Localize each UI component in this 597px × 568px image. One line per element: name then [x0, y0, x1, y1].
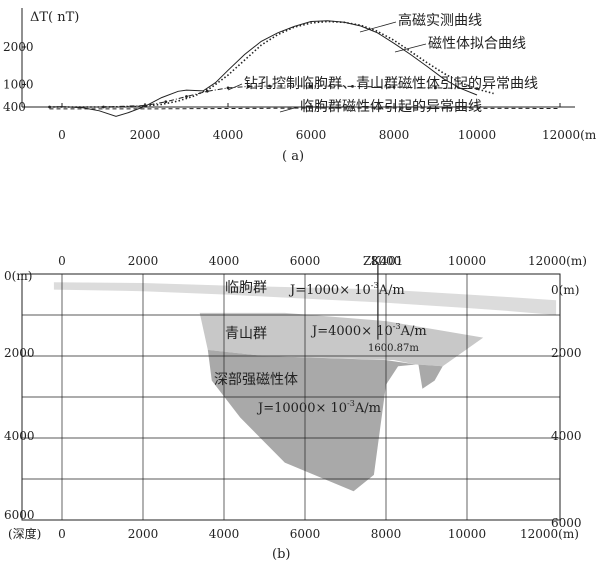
borehole-depth-label: 1600.87m: [368, 343, 419, 354]
panel-a-x-tick-label: 10000: [458, 128, 496, 142]
panel-a-chart: 0 2000 4000 6000 8000 10000 12000(m) 400 1000 200…: [3, 8, 597, 164]
panel-b-depth-label-left: 6000: [4, 508, 35, 522]
panel-b-depth-label-right: 0(m): [551, 283, 579, 297]
panel-a-annotation-fitted: 磁性体拟合曲线: [428, 36, 526, 52]
body-qingshan-unit: A/m: [400, 324, 427, 339]
panel-a-x-tick-label: 2000: [130, 128, 161, 142]
panel-b-depth-label-right: 6000: [551, 516, 582, 530]
panel-a-annotation-linqu: 临朐群磁性体引起的异常曲线: [300, 99, 482, 115]
panel-a-leader-line: [359, 21, 397, 33]
panel-a-series-point: [392, 85, 396, 89]
panel-a-x-tick-label: 8000: [379, 128, 410, 142]
body-linqu-unit: A/m: [378, 283, 405, 298]
panel-b-grid: [21, 273, 561, 521]
panel-b-depth-label-right: 4000: [551, 429, 582, 443]
panel-a-ticks: 0 2000 4000 6000 8000 10000 12000(m) 400 1000 200…: [3, 40, 597, 142]
panel-b-body-1: [199, 312, 484, 367]
panel-a-leader-line: [279, 106, 299, 113]
panel-b-top-tick-label: 4000: [209, 254, 240, 268]
panel-a-series-point: [247, 84, 251, 88]
panel-b-bottom-tick-label: 12000(m): [520, 527, 579, 541]
panel-b-bottom-tick-label: 0: [58, 527, 66, 541]
panel-a-series: [48, 20, 561, 117]
body-deep-name: 深部强磁性体: [214, 372, 298, 388]
panel-b-top-tick-label: 2000: [128, 254, 159, 268]
body-deep-unit: A/m: [354, 401, 381, 416]
body-linqu-name: 临朐群: [225, 280, 267, 296]
panel-a-series-point: [434, 86, 437, 90]
panel-a-series-point: [226, 86, 230, 90]
panel-a-x-tick-label: 12000(m): [542, 128, 597, 142]
panel-a-series-point: [309, 84, 313, 88]
panel-a-y-tick-label: 400: [3, 100, 26, 114]
panel-b-bottom-tick-label: 8000: [371, 527, 402, 541]
body-qingshan-j: J=4000× 10: [310, 324, 393, 339]
panel-a-series-line-3: [49, 107, 561, 110]
panel-a-leader-line: [394, 43, 427, 53]
body-deep-magnetization: J=10000× 10-3A/m: [256, 399, 381, 416]
panel-a-y-tick-label: 2000: [3, 40, 34, 54]
panel-a-series-line-0: [49, 20, 478, 117]
panel-a-series-line-1: [49, 20, 494, 108]
body-linqu-exp: -3: [371, 281, 379, 290]
panel-a-annotation-linqu-qingshan: 钻孔控制临朐群、青山群磁性体引起的异常曲线: [244, 76, 538, 92]
panel-b-top-tick-label: 0: [58, 254, 66, 268]
panel-a-series-point: [205, 89, 209, 93]
panel-b-bottom-tick-label: 2000: [128, 527, 159, 541]
panel-b-top-tick-label: 6000: [290, 254, 321, 268]
panel-b-depth-label-left: 2000: [4, 346, 35, 360]
panel-a-axes: [21, 8, 575, 108]
body-qingshan-name: 青山群: [225, 326, 267, 342]
panel-a-series-point: [475, 87, 479, 91]
panel-a-series-point: [48, 105, 51, 109]
panel-b-top-tick-label: 10000: [448, 254, 486, 268]
panel-a-series-point: [351, 84, 354, 88]
panel-b-depth-label-left: 4000: [4, 429, 35, 443]
panel-a-series-point: [102, 105, 105, 109]
borehole-name: ZK401: [363, 254, 403, 268]
panel-a-series-point: [143, 104, 147, 107]
panel-b-top-tick-label: 12000(m): [528, 254, 587, 268]
panel-a-x-tick-label: 0: [58, 128, 66, 142]
panel-a-series-point: [268, 84, 271, 88]
panel-b-caption: (b): [272, 547, 290, 562]
panel-a-x-tick-label: 6000: [296, 128, 327, 142]
panel-b-depth-axis-label: (深度): [8, 526, 41, 541]
body-deep-j: J=10000× 10: [256, 401, 347, 416]
body-linqu-j: J=1000× 10: [288, 283, 371, 298]
panel-a-series-line-2: [49, 85, 478, 108]
panel-a-x-tick-label: 4000: [213, 128, 244, 142]
panel-b-depth-label-right: 2000: [551, 346, 582, 360]
panel-b-bottom-tick-label: 10000: [448, 527, 486, 541]
panel-a-series-point: [164, 100, 168, 104]
panel-b-bottom-tick-label: 4000: [209, 527, 240, 541]
panel-a-ylabel: ΔT( nT): [30, 10, 79, 25]
body-qingshan-magnetization: J=4000× 10-3A/m: [310, 322, 427, 339]
body-qingshan-exp: -3: [393, 322, 401, 331]
panel-a-caption: ( a): [282, 149, 304, 164]
panel-b-section: 0020002000400040006000600080008000100001…: [4, 254, 587, 562]
panel-b-depth-label-left: 0(m): [4, 269, 32, 283]
panel-a-y-tick-label: 1000: [3, 78, 34, 92]
panel-b-bottom-tick-label: 6000: [290, 527, 321, 541]
panel-a-leader-line: [227, 83, 243, 91]
panel-a-series-point: [185, 95, 188, 98]
panel-b-ticks: 0020002000400040006000600080008000100001…: [4, 254, 587, 541]
body-linqu-magnetization: J=1000× 10-3A/m: [288, 281, 405, 298]
panel-b-body-2: [207, 349, 443, 492]
body-deep-exp: -3: [347, 399, 355, 408]
panel-a-annotation-measured: 高磁实测曲线: [398, 12, 482, 29]
